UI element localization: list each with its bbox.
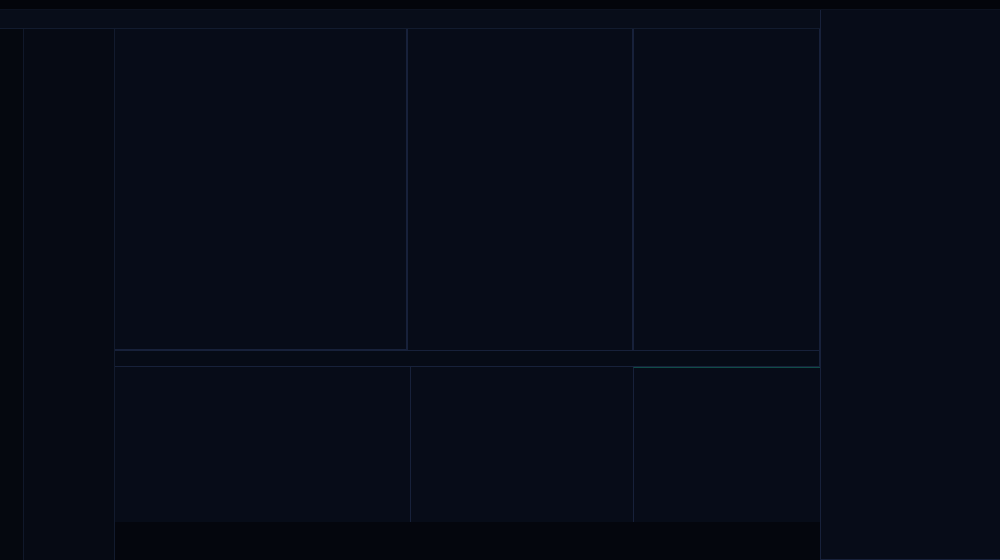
- orders-panel: [633, 29, 820, 360]
- status-strip: [115, 350, 820, 367]
- trade-log-columns: [410, 367, 633, 522]
- market-internals-panel: [115, 367, 410, 522]
- candlestick-panel: [115, 29, 407, 350]
- watchlist-sidebar: [24, 29, 115, 560]
- top-strip: [0, 0, 1000, 10]
- footer: [115, 522, 1000, 560]
- router-panel: [633, 367, 820, 522]
- execution-panel: [407, 29, 633, 360]
- left-rail: [0, 29, 24, 560]
- analytics-panel: [820, 10, 1000, 560]
- menubar: [0, 10, 1000, 29]
